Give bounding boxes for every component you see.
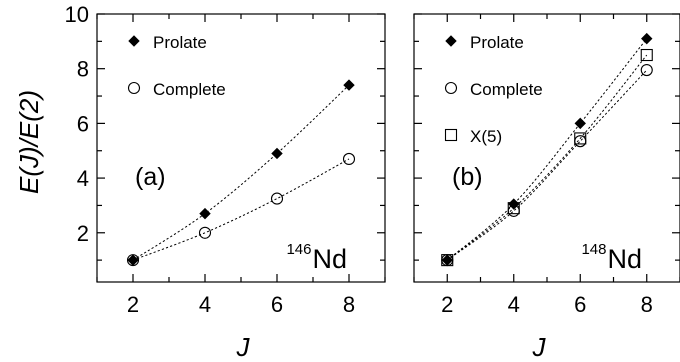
data-point-prolate	[199, 207, 211, 220]
legend-label: X(5)	[470, 127, 502, 146]
legend-label: Prolate	[470, 33, 524, 52]
panel-label: (a)	[135, 163, 166, 191]
legend-label: Complete	[153, 80, 226, 99]
series-line-complete	[446, 69, 648, 261]
data-point-complete	[574, 135, 587, 148]
legend-label: Complete	[470, 80, 543, 99]
legend-marker	[444, 81, 458, 95]
data-point-complete	[198, 226, 212, 239]
legend-marker	[128, 35, 140, 47]
y-tick-label: 8	[77, 57, 89, 82]
data-point-complete	[640, 64, 653, 77]
x-axis-title: J	[236, 332, 251, 362]
series-line-complete	[132, 158, 350, 261]
data-point-complete	[342, 152, 356, 165]
data-point-x-5-	[507, 202, 520, 215]
nucleus-symbol: Nd	[312, 244, 347, 274]
data-point-prolate	[343, 79, 355, 91]
x-tick-label: 4	[199, 292, 211, 317]
y-tick-label: 10	[65, 2, 89, 27]
x-tick-label: 8	[343, 292, 355, 317]
data-point-x-5-	[640, 48, 653, 62]
legend-marker	[127, 81, 141, 95]
data-point-complete	[270, 192, 284, 205]
series-line-prolate	[132, 84, 350, 261]
y-tick-label: 6	[77, 111, 89, 136]
y-tick-label: 4	[77, 166, 89, 191]
series-line-x-5-	[446, 54, 648, 261]
y-axis-title: E(J)/E(2)	[14, 90, 44, 194]
data-point-x-5-	[441, 254, 454, 267]
x-tick-label: 6	[271, 292, 283, 317]
x-tick-label: 2	[127, 292, 139, 317]
nucleus-mass: 148	[581, 241, 606, 258]
data-point-x-5-	[574, 132, 587, 145]
nucleus-symbol: Nd	[607, 244, 642, 274]
x-tick-label: 2	[441, 292, 453, 317]
plot-frame	[96, 13, 386, 283]
data-point-prolate	[574, 117, 586, 130]
x-tick-label: 4	[508, 292, 520, 317]
data-point-prolate	[641, 32, 653, 45]
y-tick-label: 2	[77, 221, 89, 246]
x-axis-title: J	[532, 332, 547, 362]
x-tick-label: 8	[641, 292, 653, 317]
plot-frame	[413, 13, 680, 283]
data-point-prolate	[271, 147, 283, 160]
legend-marker	[444, 128, 458, 142]
series-line-prolate	[446, 38, 648, 261]
legend-label: Prolate	[153, 33, 207, 52]
data-point-complete	[126, 254, 140, 267]
panel-label: (b)	[452, 163, 483, 191]
legend-marker	[445, 35, 457, 47]
x-tick-label: 6	[574, 292, 586, 317]
nucleus-mass: 146	[286, 241, 311, 258]
